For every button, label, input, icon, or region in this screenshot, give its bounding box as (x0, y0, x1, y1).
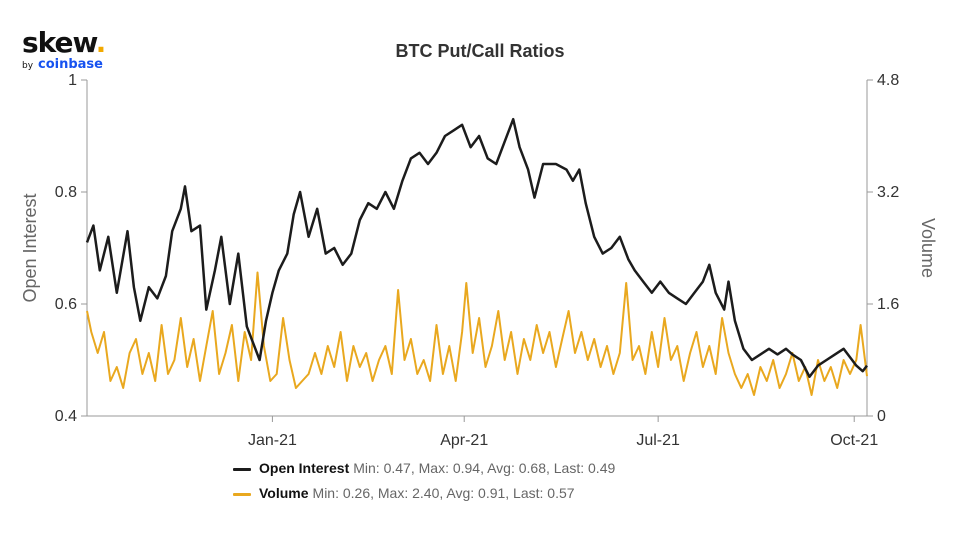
x-tick-label: Oct-21 (830, 432, 878, 449)
y-left-tick-label: 0.6 (55, 296, 77, 313)
legend-label-volume: Volume (259, 485, 309, 501)
legend-item-volume[interactable]: Volume Min: 0.26, Max: 2.40, Avg: 0.91, L… (233, 485, 575, 501)
legend-label-open-interest: Open Interest (259, 460, 350, 476)
x-axis-ticks: Jan-21 Apr-21 Jul-21 Oct-21 (248, 416, 878, 449)
legend-stats-open-interest: Min: 0.47, Max: 0.94, Avg: 0.68, Last: 0… (353, 460, 616, 476)
right-axis-ticks: 0 1.6 3.2 4.8 (867, 72, 899, 425)
x-tick-label: Jul-21 (636, 432, 680, 449)
legend-swatch-open-interest (233, 467, 251, 471)
logo-brand: coinbase (38, 57, 103, 72)
y-axis-label-left: Open Interest (20, 193, 40, 302)
y-left-tick-label: 0.8 (55, 184, 77, 201)
legend-item-open-interest[interactable]: Open Interest Min: 0.47, Max: 0.94, Avg: … (233, 460, 615, 476)
y-right-tick-label: 3.2 (877, 184, 899, 201)
axes (86, 80, 868, 417)
skew-logo: skew. by coinbase (22, 28, 122, 78)
y-right-tick-label: 4.8 (877, 72, 899, 89)
series-line-volume (86, 271, 868, 396)
chart-title: BTC Put/Call Ratios (395, 41, 564, 61)
logo-by-text: by (22, 61, 34, 71)
left-axis-ticks: 0.4 0.6 0.8 1 (55, 72, 87, 425)
legend-stats-volume: Min: 0.26, Max: 2.40, Avg: 0.91, Last: 0… (312, 485, 575, 501)
x-tick-label: Jan-21 (248, 432, 297, 449)
y-right-tick-label: 1.6 (877, 296, 899, 313)
y-axis-label-right: Volume (918, 218, 938, 278)
logo-dot: . (95, 26, 107, 59)
y-left-tick-label: 0.4 (55, 408, 77, 425)
logo-wordmark: skew. (22, 26, 107, 59)
series-line-open-interest (85, 117, 868, 379)
y-right-tick-label: 0 (877, 408, 886, 425)
legend-swatch-volume (233, 492, 251, 496)
y-left-tick-label: 1 (68, 72, 77, 89)
x-tick-label: Apr-21 (440, 432, 488, 449)
